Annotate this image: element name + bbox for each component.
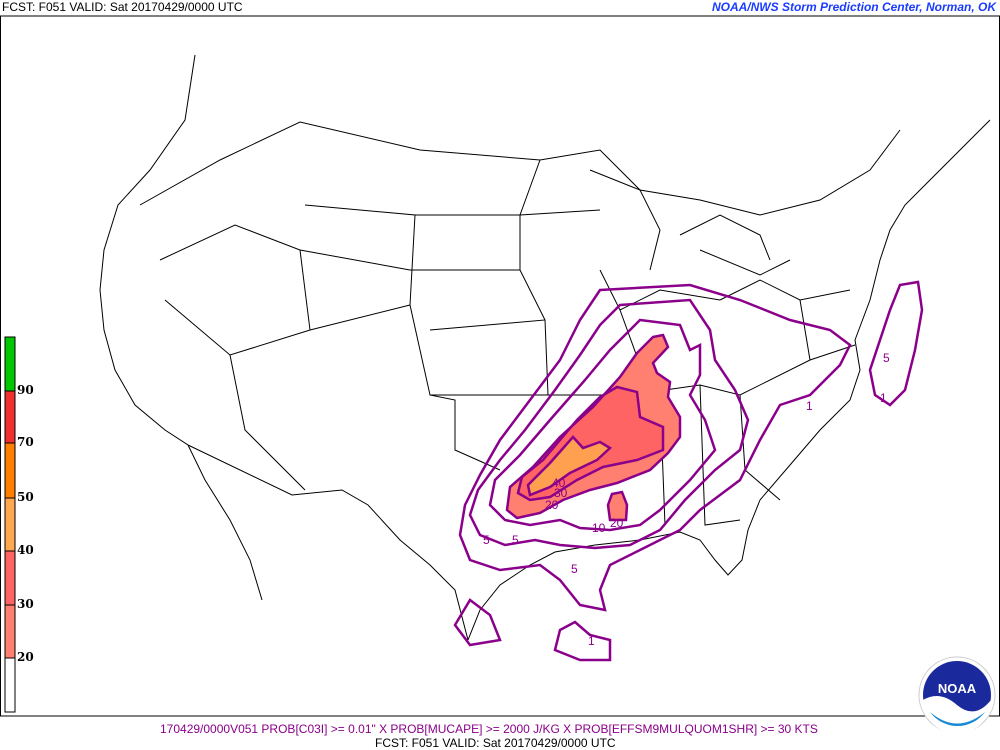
probability-contours (453, 280, 924, 662)
contour-label: 1 (588, 634, 595, 648)
forecast-valid-footer: FCST: F051 VALID: Sat 20170429/0000 UTC (375, 736, 616, 750)
forecast-valid-header: FCST: F051 VALID: Sat 20170429/0000 UTC (2, 0, 243, 14)
gulf-coast (467, 499, 761, 641)
contour-label: 20 (545, 498, 559, 512)
contour-label: 40 (552, 476, 566, 490)
contour-label: 30 (554, 486, 568, 500)
legend-swatch (4, 497, 16, 552)
map-frame (0, 15, 1000, 717)
probability-fills (507, 335, 680, 520)
contour-label: 1 (880, 391, 887, 405)
contour-label: 5 (883, 351, 890, 365)
east-coastline (759, 119, 991, 501)
contour-5 (468, 298, 750, 550)
legend-swatch (4, 657, 16, 713)
contour-20-south (606, 490, 629, 522)
legend-label: 50 (17, 490, 34, 504)
legend-label: 90 (17, 383, 34, 397)
fill-20-percent-south (608, 492, 627, 520)
legend-swatch (4, 390, 16, 444)
contour-1-atlantic (868, 280, 924, 407)
contour-labels: 1 1 1 5 5 5 5 10 20 20 30 40 (483, 351, 890, 648)
legend-label: 20 (17, 650, 34, 664)
us-mexico-border (187, 444, 469, 641)
legend-swatch (4, 442, 16, 499)
contour-5-gulf (453, 598, 502, 647)
contour-label: 5 (512, 533, 519, 547)
fill-40-percent (528, 437, 610, 495)
legend-swatch (4, 604, 16, 659)
legend-label: 40 (17, 543, 34, 557)
state-lines (159, 159, 856, 526)
great-lakes (589, 169, 791, 276)
contour-label: 1 (806, 399, 813, 413)
contour-10 (488, 318, 717, 532)
contour-1-gulf (553, 620, 612, 662)
contour-label: 10 (592, 521, 606, 535)
contour-20 (505, 333, 682, 520)
contour-30 (516, 385, 665, 502)
legend-swatch (4, 336, 16, 392)
canada-border (139, 121, 901, 216)
agency-credit: NOAA/NWS Storm Prediction Center, Norman… (711, 0, 996, 14)
contour-label: 5 (571, 562, 578, 576)
contour-40 (526, 435, 613, 497)
noaa-logo: NOAA (918, 656, 996, 734)
svg-text:NOAA: NOAA (938, 681, 977, 696)
contour-label: 5 (483, 533, 490, 547)
legend-label: 70 (17, 435, 34, 449)
west-coastline (99, 54, 263, 601)
legend-swatch (4, 550, 16, 606)
contour-1 (458, 283, 852, 612)
legend-label: 30 (17, 597, 34, 611)
contour-label: 20 (610, 516, 624, 530)
color-legend (4, 336, 16, 713)
geography-lines (99, 54, 991, 641)
product-description: 170429/0000V051 PROB[C03I] >= 0.01" X PR… (160, 722, 818, 736)
